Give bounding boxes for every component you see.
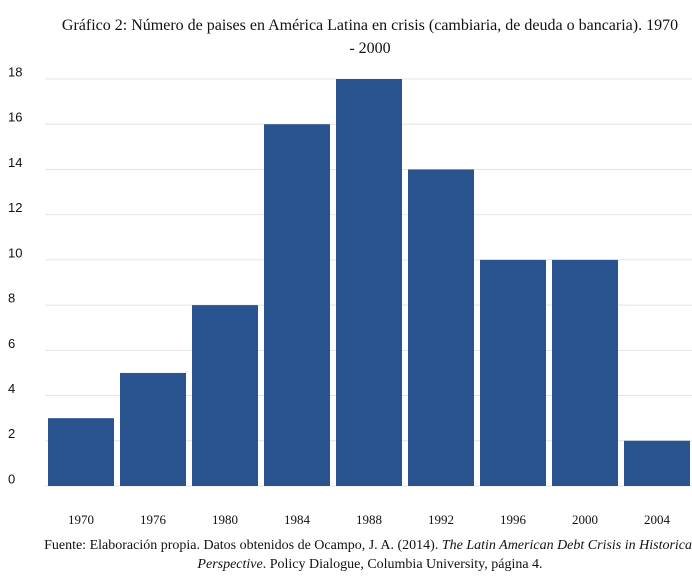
bar bbox=[408, 169, 474, 486]
y-tick-label: 2 bbox=[8, 426, 15, 441]
chart-title: Gráfico 2: Número de paises en América L… bbox=[61, 17, 679, 57]
bar bbox=[264, 124, 330, 486]
y-tick-label: 16 bbox=[8, 110, 22, 125]
x-tick-label: 2004 bbox=[644, 512, 671, 527]
x-tick-label: 1992 bbox=[428, 512, 454, 527]
x-tick-label: 1984 bbox=[284, 512, 311, 527]
source-note: Fuente: Elaboración propia. Datos obteni… bbox=[20, 536, 692, 574]
bar bbox=[552, 259, 618, 486]
bar bbox=[624, 440, 690, 486]
bar bbox=[480, 259, 546, 486]
y-tick-label: 18 bbox=[8, 64, 22, 79]
y-tick-label: 4 bbox=[8, 381, 15, 396]
bar bbox=[192, 305, 258, 486]
y-tick-label: 14 bbox=[8, 155, 22, 170]
bar bbox=[336, 79, 402, 486]
x-tick-label: 1980 bbox=[212, 512, 238, 527]
x-tick-label: 1970 bbox=[68, 512, 94, 527]
y-tick-label: 8 bbox=[8, 291, 15, 306]
bar bbox=[48, 418, 114, 486]
x-tick-label: 1988 bbox=[356, 512, 382, 527]
x-tick-label: 1976 bbox=[140, 512, 167, 527]
x-tick-label: 2000 bbox=[572, 512, 598, 527]
source-text: . Policy Dialogue, Columbia University, … bbox=[262, 557, 543, 572]
y-tick-label: 12 bbox=[8, 200, 22, 215]
y-tick-label: 6 bbox=[8, 336, 15, 351]
bar bbox=[120, 372, 186, 486]
y-tick-label: 10 bbox=[8, 245, 22, 260]
x-tick-label: 1996 bbox=[500, 512, 527, 527]
source-text: Fuente: Elaboración propia. Datos obteni… bbox=[44, 538, 442, 553]
source-italic: The Latin American Debt Crisis in Histor… bbox=[197, 538, 692, 572]
y-tick-label: 0 bbox=[8, 471, 15, 486]
